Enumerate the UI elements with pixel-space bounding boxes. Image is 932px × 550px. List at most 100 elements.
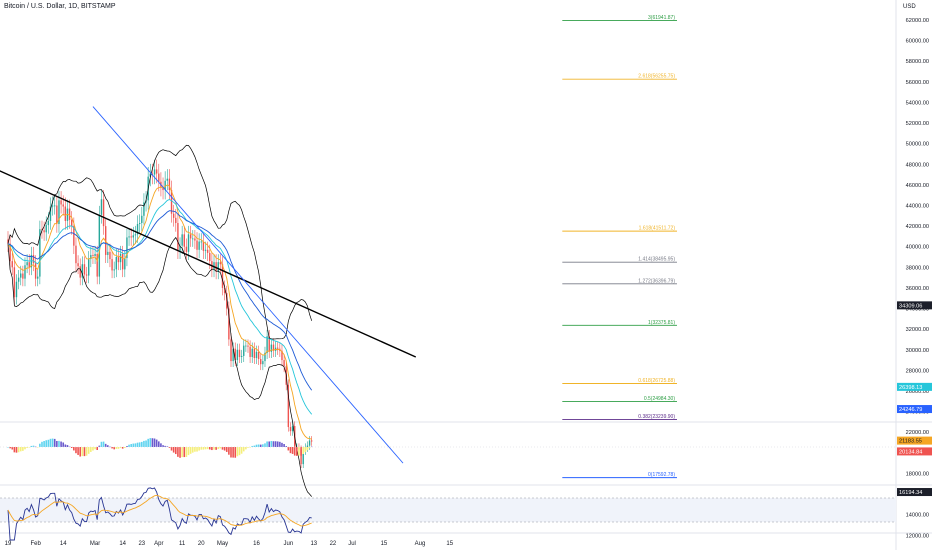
- macd-bar: [177, 447, 179, 457]
- macd-bar: [162, 445, 164, 447]
- candle-body: [9, 243, 11, 262]
- price-badge-label: 34309.06: [899, 303, 922, 309]
- candle-body: [107, 251, 109, 255]
- candle-body: [219, 262, 222, 265]
- macd-bar: [225, 447, 228, 452]
- candle-body: [77, 263, 79, 267]
- price-tick-label: 46000.00: [906, 183, 929, 189]
- candle-body: [204, 249, 207, 251]
- macd-bar: [47, 439, 50, 447]
- macd-bar: [253, 445, 256, 447]
- rsi-band: [0, 498, 896, 522]
- macd-bar: [140, 441, 143, 447]
- candle-body: [98, 214, 101, 277]
- fib-level-label: 1(32375.81): [648, 320, 675, 326]
- candle-body: [64, 206, 67, 221]
- price-badge-label: 24246.79: [899, 407, 922, 413]
- candle-body: [164, 180, 166, 191]
- macd-bar: [157, 441, 160, 447]
- macd-bar: [117, 447, 120, 449]
- candle-body: [85, 274, 88, 276]
- chart-title: Bitcoin / U.S. Dollar, 1D, BITSTAMP: [4, 3, 116, 10]
- time-tick-label: Aug: [415, 541, 426, 547]
- macd-bar: [194, 447, 196, 452]
- candle-body: [272, 344, 275, 351]
- price-tick-label: 52000.00: [906, 121, 929, 127]
- macd-bar: [128, 444, 130, 447]
- fib-level-label: 3(61941.87): [648, 15, 675, 21]
- macd-bar: [251, 445, 254, 447]
- macd-bar: [234, 447, 237, 458]
- macd-bar: [119, 447, 122, 449]
- candle-body: [206, 249, 209, 253]
- macd-bar: [151, 438, 154, 447]
- candle-body: [228, 308, 230, 340]
- candle-body: [138, 223, 141, 225]
- macd-bar: [174, 447, 177, 455]
- candle-body: [194, 238, 196, 241]
- price-badge-label: 20134.84: [899, 449, 922, 455]
- macd-bar: [183, 447, 186, 458]
- candle-body: [289, 427, 292, 432]
- price-tick-label: 18000.00: [906, 471, 929, 477]
- macd-bar: [149, 438, 152, 447]
- price-tick-label: 58000.00: [906, 59, 929, 65]
- candle-body: [268, 336, 270, 352]
- price-tick-label: 60000.00: [906, 39, 929, 45]
- price-badge: [897, 405, 932, 414]
- macd-bar: [228, 447, 230, 455]
- candle-body: [66, 208, 69, 221]
- candle-body: [132, 235, 135, 238]
- candle-body: [111, 259, 113, 271]
- candle-body: [291, 426, 294, 432]
- candle-body: [260, 359, 262, 365]
- time-tick-label: 22: [330, 541, 337, 547]
- candle-body: [311, 440, 313, 442]
- price-badge-label: 26398.13: [899, 385, 922, 391]
- price-tick-label: 32000.00: [906, 327, 929, 333]
- candle-body: [43, 230, 45, 233]
- price-tick-label: 40000.00: [906, 245, 929, 251]
- time-tick-label: 20: [198, 541, 205, 547]
- candle-body: [283, 360, 285, 367]
- candle-body: [83, 264, 86, 275]
- candle-body: [34, 263, 37, 279]
- candle-body: [153, 169, 156, 175]
- candle-body: [287, 384, 290, 428]
- candle-body: [251, 348, 253, 357]
- macd-bar: [211, 447, 213, 451]
- candle-body: [126, 237, 128, 259]
- macd-bar: [283, 443, 285, 447]
- macd-bar: [92, 447, 94, 451]
- macd-bar: [306, 447, 309, 451]
- macd-bar: [126, 446, 128, 447]
- macd-bar: [81, 447, 84, 457]
- candle-body: [143, 202, 145, 216]
- macd-bar: [66, 445, 69, 447]
- macd-bar: [274, 441, 277, 447]
- candle-body: [238, 349, 241, 357]
- macd-bar: [104, 443, 107, 447]
- candle-body: [49, 206, 52, 221]
- macd-bar: [30, 445, 33, 447]
- macd-bar: [230, 447, 232, 458]
- candle-body: [13, 267, 16, 298]
- macd-bar: [296, 447, 298, 456]
- macd-bar: [213, 447, 215, 450]
- macd-bar: [185, 447, 188, 457]
- macd-bar: [240, 447, 243, 454]
- macd-bar: [70, 447, 73, 448]
- macd-bar: [45, 440, 48, 447]
- macd-bar: [96, 447, 98, 450]
- macd-bar: [287, 447, 290, 451]
- macd-bar: [56, 440, 58, 447]
- price-tick-label: 36000.00: [906, 286, 929, 292]
- candle-body: [119, 253, 122, 263]
- macd-bar: [113, 447, 115, 450]
- candle-body: [24, 265, 26, 279]
- candle-body: [68, 208, 71, 220]
- macd-bar: [304, 447, 307, 453]
- candle-body: [7, 239, 9, 244]
- macd-bar: [204, 447, 207, 450]
